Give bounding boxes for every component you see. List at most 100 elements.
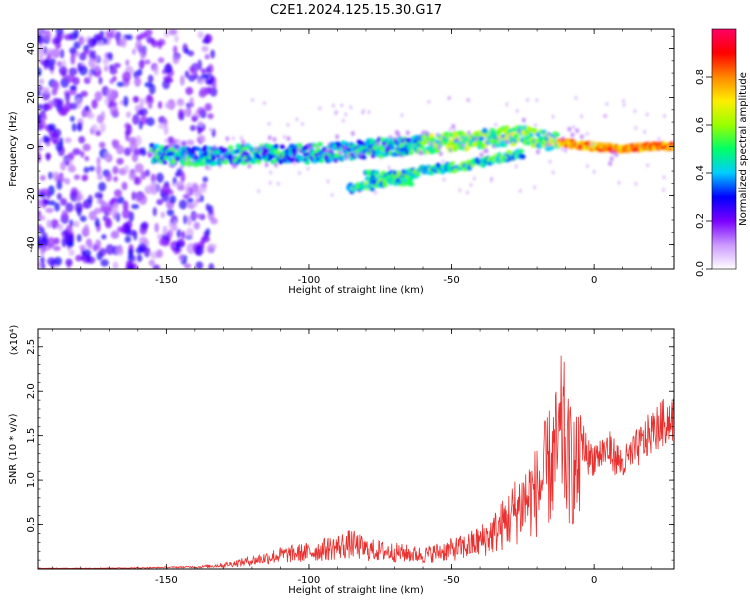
spectrogram-cell — [551, 170, 555, 175]
spectrogram-cell — [144, 59, 151, 65]
spectrogram-cell — [257, 189, 261, 194]
spectrogram-cell — [126, 34, 133, 41]
spectrogram-cell — [335, 134, 340, 140]
spectrogram-cell — [64, 101, 72, 112]
spectrogram-cell — [223, 159, 229, 165]
spectrogram-cell — [78, 136, 86, 144]
spectrogram-cell — [130, 203, 140, 210]
spectrogram-cell — [154, 143, 160, 149]
spectrogram-cell — [82, 143, 91, 152]
spectrogram-cell — [225, 136, 230, 142]
spectrogram-cell — [133, 148, 143, 156]
spectrogram-cell — [139, 48, 147, 59]
spectrogram-cell — [274, 162, 279, 168]
snr-x-label: Height of straight line (km) — [288, 585, 424, 596]
snr-y-tick-label: 1.5 — [26, 428, 37, 444]
spectrogram-cell — [205, 78, 214, 85]
spectrogram-cell — [428, 133, 434, 138]
spectrogram-cell — [168, 29, 178, 36]
spectrogram-cell — [535, 98, 539, 103]
snr-background — [38, 329, 674, 569]
spectrogram-cell — [71, 122, 77, 132]
spectrogram-cell — [490, 176, 494, 181]
spectrogram-cell — [38, 114, 42, 124]
spectrogram-cell — [66, 240, 74, 248]
spectrogram-cell — [127, 253, 135, 263]
spectrogram-cell — [188, 203, 195, 210]
spectrogram-cell — [38, 78, 45, 85]
spectrogram-cell — [448, 127, 452, 132]
spectrogram-cell — [78, 36, 85, 46]
spectrogram-cell — [60, 198, 68, 206]
spectrogram-y-tick-label: -40 — [26, 236, 37, 252]
spectrogram-cell — [200, 73, 210, 79]
spectrogram-y-tick-label: 0 — [26, 143, 37, 149]
spectrogram-cell — [634, 181, 638, 186]
spectrogram-cell — [197, 59, 202, 71]
colorbar-ticks: 0.0 0.2 0.4 0.6 0.8 — [695, 69, 712, 277]
spectrogram-cell — [112, 202, 119, 214]
spectrogram-cell — [122, 200, 129, 211]
spectrogram-cell — [43, 103, 52, 111]
spectrogram-cell — [282, 134, 286, 139]
spectrogram-cell — [105, 172, 113, 182]
spectrogram-cell — [94, 207, 101, 214]
spectrogram-cell — [191, 184, 199, 193]
spectrogram-cell — [387, 165, 391, 170]
spectrogram-cell — [91, 99, 98, 109]
spectrogram-cell — [69, 102, 78, 110]
spectrogram-cell — [39, 249, 45, 257]
spectrogram-cell — [41, 114, 47, 121]
spectrogram-cell — [272, 137, 277, 143]
spectrogram-cell — [88, 49, 94, 60]
spectrogram-x-tick-label: -150 — [155, 275, 178, 286]
spectrogram-cell — [518, 188, 522, 193]
spectrogram-cell — [68, 67, 78, 76]
spectrogram-cell — [115, 246, 124, 256]
spectrogram-cell — [193, 62, 199, 74]
spectrogram-cell — [585, 131, 589, 136]
spectrogram-cell — [196, 107, 206, 116]
spectrogram-cell — [157, 57, 165, 64]
spectrogram-cell — [161, 192, 170, 203]
spectrogram-cell — [44, 29, 52, 41]
spectrogram-cell — [382, 182, 388, 188]
spectrogram-cell — [61, 210, 69, 221]
spectrogram-cell — [105, 244, 115, 255]
spectrogram-cell — [133, 176, 142, 186]
spectrogram-cell — [484, 147, 489, 153]
spectrogram-cell — [39, 175, 46, 181]
spectrogram-cell — [59, 176, 66, 183]
spectrogram-cell — [154, 222, 159, 233]
spectrogram-cell — [194, 146, 201, 152]
spectrogram-cell — [361, 108, 365, 113]
spectrogram-cell — [662, 175, 666, 180]
spectrogram-cell — [131, 191, 136, 201]
spectrogram-cell — [293, 161, 297, 166]
snr-panel: -150 -100 -50 0 0.5 1.0 1.5 2.0 2.5 Height of s… — [8, 325, 675, 596]
spectrogram-cell — [195, 245, 204, 257]
spectrogram-cell — [136, 254, 143, 262]
spectrogram-cell — [296, 142, 303, 148]
spectrogram-cell — [100, 259, 109, 267]
spectrogram-y-ticks: -40 -20 0 20 40 — [26, 36, 674, 270]
spectrogram-cell — [38, 199, 44, 208]
spectrogram-cell — [227, 145, 234, 151]
spectrogram-cell — [634, 125, 638, 130]
spectrogram-cell — [200, 236, 206, 245]
spectrogram-cell — [408, 150, 414, 156]
spectrogram-cell — [179, 75, 185, 86]
spectrogram-cell — [174, 171, 180, 178]
spectrogram-cell — [442, 177, 446, 182]
spectrogram-y-tick-label: -20 — [26, 187, 37, 203]
spectrogram-cell — [50, 219, 59, 229]
spectrogram-cell — [494, 122, 498, 127]
spectrogram-cell — [200, 68, 207, 74]
spectrogram-cell — [42, 236, 49, 247]
spectrogram-cell — [132, 262, 138, 269]
spectrogram-cell — [247, 163, 252, 169]
spectrogram-cell — [48, 171, 54, 180]
spectrogram-cell — [94, 130, 102, 137]
spectrogram-cell — [104, 151, 111, 162]
snr-y-multiplier: (x10⁴) — [9, 325, 20, 356]
